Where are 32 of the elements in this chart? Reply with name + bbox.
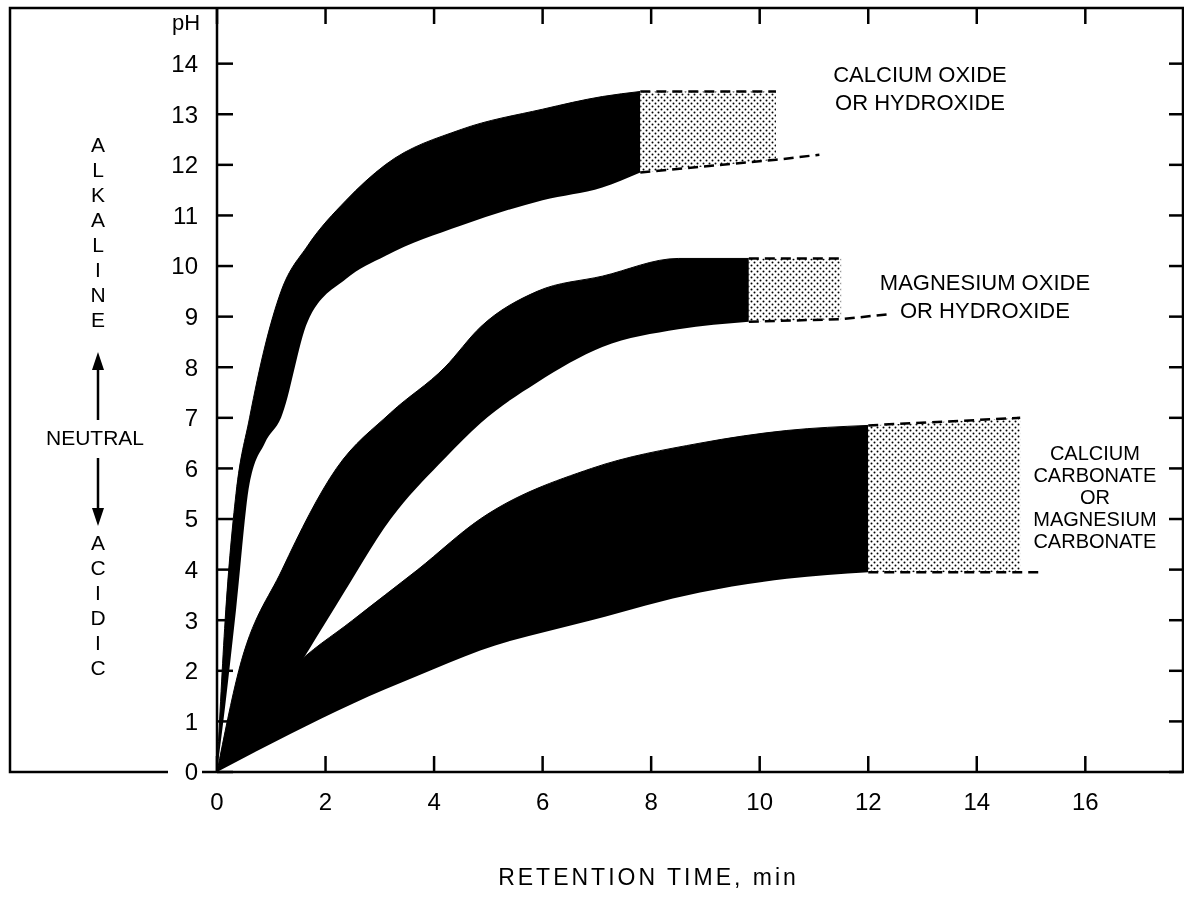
x-tick-label: 8 <box>644 788 658 815</box>
y-tick-label: 2 <box>184 657 198 685</box>
y-tick-label: 4 <box>184 556 198 584</box>
text: NEUTRAL <box>45 426 145 449</box>
y-tick-label: 0 <box>184 758 198 786</box>
y-tick-label: 3 <box>184 606 198 634</box>
x-tick-label: 2 <box>318 788 333 815</box>
y-tick-label: 13 <box>171 100 198 128</box>
x-tick-label: 6 <box>535 788 550 815</box>
annotation: CALCIUM OXIDE OR HYDROXIDE <box>833 62 1007 115</box>
x-tick-label: 4 <box>427 788 441 815</box>
annotation: CALCIUM CARBONATE OR MAGNESIUM CARBONATE <box>1033 442 1157 553</box>
text: ACIDIC <box>90 531 106 679</box>
y-tick-label: 8 <box>184 353 198 381</box>
y-tick-label: 14 <box>171 50 198 78</box>
y-tick-label: 9 <box>184 303 198 331</box>
x-tick-label: 14 <box>963 788 991 815</box>
x-tick-label: 0 <box>210 788 224 815</box>
text: ALKALINE <box>90 133 106 331</box>
y-tick-label: 1 <box>184 707 198 735</box>
annotation: MAGNESIUM OXIDE OR HYDROXIDE <box>879 270 1091 324</box>
y-tick-label: 7 <box>184 404 198 432</box>
y-axis-title: pH <box>171 10 201 35</box>
y-tick-label: 5 <box>184 505 198 533</box>
x-tick-label: 16 <box>1071 788 1099 815</box>
y-tick-label: 10 <box>171 252 198 280</box>
x-tick-label: 12 <box>854 788 882 815</box>
y-tick-label: 11 <box>173 201 198 229</box>
x-axis-title: RETENTION TIME, min <box>498 864 799 890</box>
y-tick-label: 6 <box>184 454 198 482</box>
x-tick-label: 10 <box>746 788 774 815</box>
y-tick-label: 12 <box>171 151 198 179</box>
